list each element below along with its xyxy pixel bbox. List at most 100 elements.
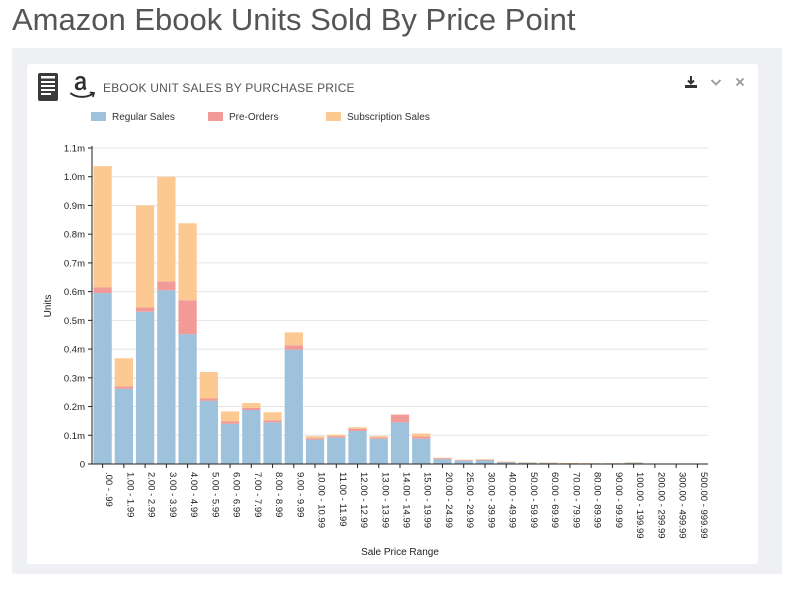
bar-segment <box>433 457 452 459</box>
bar-segment <box>348 428 367 431</box>
bar-segment <box>242 403 261 408</box>
bar-segment <box>305 436 325 439</box>
bar-segment <box>327 436 346 438</box>
bar-segment <box>412 438 431 464</box>
x-tick-label: 4.00 - 4.99 <box>188 472 199 517</box>
x-axis-label: Sale Price Range <box>361 547 439 558</box>
bar-segment <box>475 459 495 461</box>
close-button[interactable] <box>732 74 748 90</box>
bar-segment <box>497 461 516 464</box>
bar-segment <box>178 334 197 464</box>
x-tick-label: 11.00 - 11.99 <box>337 472 348 527</box>
x-tick-label: 14.00 - 14.99 <box>401 472 412 528</box>
x-tick-label: 7.00 - 7.99 <box>252 472 263 517</box>
bar-segment <box>199 400 218 464</box>
bar-segment <box>242 409 261 464</box>
bar-segment <box>518 462 537 463</box>
x-tick-label: 25.00 - 29.99 <box>464 472 475 528</box>
card-toolbar <box>679 74 748 90</box>
x-tick-label: 3.00 - 3.99 <box>167 472 178 517</box>
legend-swatch <box>91 112 106 121</box>
download-icon <box>685 76 698 88</box>
bar-segment <box>135 205 155 308</box>
x-tick-label: 10.00 - 10.99 <box>316 472 327 528</box>
bar-segment <box>220 421 240 424</box>
bar-segment <box>114 358 133 387</box>
bar-segment <box>305 439 325 464</box>
bar-segment <box>284 345 303 350</box>
x-tick-label: 60.00 - 69.99 <box>549 472 560 528</box>
y-tick-label: 0.8m <box>64 230 85 241</box>
legend-label: Pre-Orders <box>229 112 278 123</box>
bar-segment <box>348 427 367 429</box>
bar-segment <box>135 307 155 312</box>
bar-segment <box>454 460 473 464</box>
bar-segment <box>327 437 346 464</box>
bar-segment <box>157 281 176 291</box>
bar-segment <box>263 422 282 464</box>
bar-segment <box>475 459 495 460</box>
legend-swatch <box>326 112 341 121</box>
amazon-logo-icon <box>70 76 96 98</box>
x-tick-label: 12.00 - 12.99 <box>358 472 369 528</box>
bar-segment <box>263 420 282 423</box>
x-tick-label: 80.00 - 89.99 <box>592 472 603 528</box>
bar-segment <box>475 459 495 464</box>
bar-segment <box>518 462 537 464</box>
x-tick-label: 200.00 - 299.99 <box>655 472 666 539</box>
chevron-down-icon <box>710 79 721 86</box>
x-tick-label: 2.00 - 2.99 <box>146 472 157 517</box>
bar-segment <box>114 386 133 389</box>
x-tick-label: 40.00 - 49.99 <box>507 472 518 528</box>
bar-segment <box>369 437 388 439</box>
bar-segment <box>412 436 431 439</box>
y-tick-label: 0.3m <box>64 373 85 384</box>
x-tick-label: 8.00 - 8.99 <box>273 472 284 517</box>
bar-segment <box>220 411 240 422</box>
bar-segment <box>178 223 197 301</box>
x-tick-label: 1.00 - 1.99 <box>124 472 135 517</box>
legend-swatch <box>208 112 223 121</box>
bar-segment <box>263 412 282 421</box>
y-tick-label: 0.5m <box>64 316 85 327</box>
bar-segment <box>284 349 303 464</box>
bar-segment <box>242 407 261 410</box>
y-axis-label: Units <box>43 295 54 318</box>
x-tick-label: 6.00 - 6.99 <box>231 472 242 517</box>
bar-segment <box>93 166 112 288</box>
bar-segment <box>327 434 346 437</box>
bar-segment <box>199 398 218 401</box>
bar-segment <box>390 414 410 423</box>
x-tick-label: 70.00 - 79.99 <box>570 472 581 528</box>
y-tick-label: 0.2m <box>64 402 85 413</box>
bar-segment <box>157 290 176 464</box>
x-tick-label: 100.00 - 199.99 <box>634 472 645 539</box>
bar-segment <box>539 462 558 464</box>
legend-label: Subscription Sales <box>347 112 430 123</box>
bar-segment <box>412 433 431 437</box>
bar-segment <box>454 459 473 461</box>
bar-segment <box>454 460 473 461</box>
bar-segment <box>284 332 303 346</box>
bar-segment <box>560 462 580 464</box>
bar-segment <box>390 422 410 464</box>
bar-segment <box>433 458 452 464</box>
x-tick-label: 13.00 - 13.99 <box>379 472 390 528</box>
bar-segment <box>157 176 176 282</box>
bar-segment <box>497 461 516 463</box>
y-tick-label: 0.4m <box>64 345 85 356</box>
x-tick-label: 15.00 - 19.99 <box>422 472 433 528</box>
bar-segment <box>369 438 388 464</box>
x-tick-label: 300.00 - 499.99 <box>677 472 688 539</box>
x-tick-label: 500.00 - 999.99 <box>698 472 709 539</box>
y-tick-label: 0.9m <box>64 201 85 212</box>
bar-segment <box>93 293 112 464</box>
y-tick-label: 1.1m <box>64 144 85 155</box>
x-tick-label: 30.00 - 39.99 <box>485 472 496 528</box>
close-icon <box>735 77 745 87</box>
download-button[interactable] <box>683 74 699 90</box>
y-tick-label: 0 <box>80 460 85 471</box>
collapse-button[interactable] <box>708 74 724 90</box>
chart-title: EBOOK UNIT SALES BY PURCHASE PRICE <box>103 81 355 95</box>
